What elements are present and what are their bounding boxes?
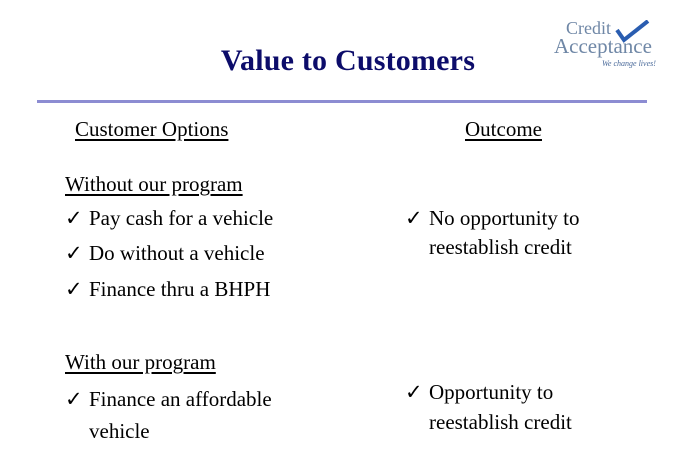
- with-outcome-item: ✓ Opportunity to: [405, 382, 553, 403]
- option-text-line1: Finance an affordable: [89, 387, 272, 411]
- with-option-item: ✓ Finance an affordable: [65, 389, 272, 410]
- logo-checkmark-icon: [615, 20, 650, 43]
- without-option-item: ✓ Pay cash for a vehicle: [65, 208, 273, 229]
- title-divider: [37, 100, 647, 103]
- without-outcome-item: ✓ No opportunity to: [405, 208, 580, 229]
- customer-options-header: Customer Options: [75, 117, 229, 141]
- check-icon: ✓: [65, 241, 83, 265]
- outcome-text-line2: reestablish credit: [429, 235, 572, 259]
- check-icon: ✓: [65, 206, 83, 230]
- check-icon: ✓: [405, 206, 423, 230]
- outcome-text-line1: Opportunity to: [429, 380, 554, 404]
- check-icon: ✓: [65, 387, 83, 411]
- check-icon: ✓: [65, 277, 83, 301]
- without-option-item: ✓ Finance thru a BHPH: [65, 279, 270, 300]
- option-text-line2: vehicle: [89, 419, 150, 443]
- without-option-item: ✓ Do without a vehicle: [65, 243, 265, 264]
- without-program-heading: Without our program: [65, 172, 243, 196]
- check-icon: ✓: [405, 380, 423, 404]
- credit-acceptance-logo: Credit Acceptance We change lives!: [548, 18, 678, 74]
- option-text: Finance thru a BHPH: [89, 277, 271, 301]
- outcome-text-line1: No opportunity to: [429, 206, 580, 230]
- logo-text-credit: Credit: [566, 18, 611, 38]
- logo-text-acceptance: Acceptance: [554, 34, 652, 58]
- outcome-text-line2: reestablish credit: [429, 410, 572, 434]
- with-program-heading: With our program: [65, 350, 216, 374]
- logo-tagline: We change lives!: [602, 59, 656, 68]
- option-text: Pay cash for a vehicle: [89, 206, 274, 230]
- outcome-header: Outcome: [465, 117, 542, 141]
- option-text: Do without a vehicle: [89, 241, 265, 265]
- slide-title: Value to Customers: [220, 44, 476, 77]
